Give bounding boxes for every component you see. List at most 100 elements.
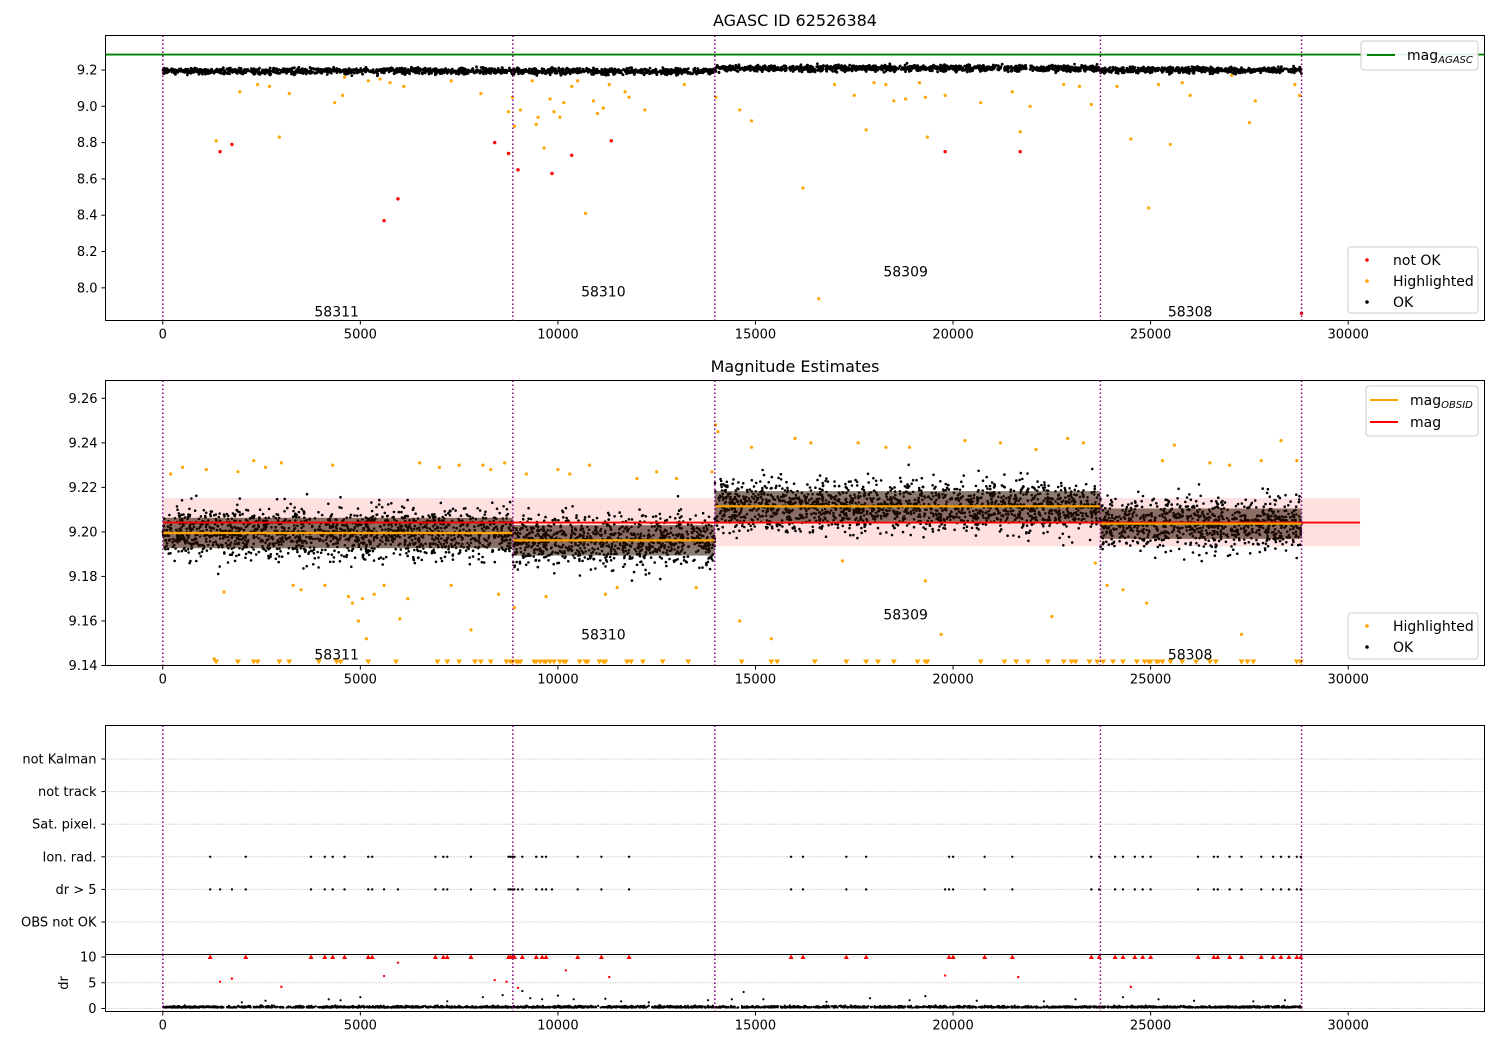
ok-point (663, 72, 667, 76)
ok-point (231, 551, 235, 554)
ok-point (858, 64, 861, 68)
ok-point (468, 556, 471, 559)
ok-point (604, 565, 607, 568)
obsid-label: 58308 (1168, 304, 1213, 320)
x-tick-label: 5000 (344, 328, 377, 343)
ok-point (495, 507, 499, 511)
ok-point (316, 550, 319, 554)
ok-point (493, 560, 497, 564)
ok-point (377, 557, 381, 560)
ok-point (758, 65, 762, 69)
ok-point (218, 512, 221, 515)
ok-point (327, 552, 330, 556)
ok-point (201, 72, 204, 76)
x-tick-label: 0 (159, 328, 167, 343)
ok-point (997, 65, 1000, 69)
ok-point (624, 70, 628, 73)
ok-point (541, 69, 545, 73)
highlighted-point (570, 84, 574, 88)
ok-point (645, 68, 649, 72)
ok-point (483, 513, 487, 516)
ok-point (252, 548, 256, 551)
ok-point (312, 552, 316, 555)
ok-point (432, 67, 436, 71)
ok-point (513, 69, 517, 73)
ok-point (355, 514, 359, 518)
ok-point (846, 68, 849, 72)
ok-point (233, 559, 237, 563)
ok-point (613, 67, 617, 71)
ok-point (638, 71, 642, 74)
ok-point (1187, 72, 1191, 75)
ok-point (1031, 69, 1035, 72)
ok-point (935, 65, 939, 68)
ok-point (547, 68, 551, 71)
ok-point (222, 72, 226, 76)
ok-point (242, 68, 246, 72)
ok-point (958, 64, 961, 68)
ok-point (1133, 66, 1137, 69)
ok-point (1038, 66, 1042, 70)
highlighted-point (627, 95, 631, 99)
ok-point (462, 507, 466, 510)
ok-point (433, 551, 436, 554)
ok-point (204, 511, 208, 515)
ok-point (319, 551, 323, 555)
ok-point (300, 507, 304, 511)
ok-point (504, 549, 507, 553)
ok-point (1212, 68, 1216, 72)
ok-point (397, 510, 401, 514)
ok-point (421, 72, 424, 76)
ok-point (735, 69, 739, 73)
ok-point (574, 70, 578, 74)
ok-point (481, 67, 485, 71)
ok-point (390, 502, 393, 505)
highlighted-point (342, 75, 347, 79)
highlighted-point (1018, 130, 1022, 134)
not-ok-point (506, 151, 511, 156)
ok-point (238, 497, 242, 500)
ok-point (894, 69, 897, 72)
ok-point (214, 513, 218, 516)
ok-point (994, 64, 998, 67)
ok-point (1048, 66, 1052, 70)
ok-point (1055, 67, 1058, 71)
ok-point (580, 70, 583, 74)
ok-point (328, 70, 331, 74)
ok-point (575, 67, 579, 70)
ok-point (521, 517, 525, 521)
ok-point (177, 550, 180, 553)
ok-point (675, 70, 678, 74)
ok-point (356, 69, 359, 73)
ok-point (1023, 66, 1027, 70)
ok-point (447, 68, 451, 72)
ok-point (359, 548, 363, 551)
y-tick-label: 8.8 (77, 136, 98, 151)
ok-point (420, 558, 424, 562)
ok-point (362, 68, 366, 72)
highlighted-point (548, 97, 552, 101)
ok-point (315, 67, 319, 71)
ok-point (1107, 69, 1111, 73)
ok-point (430, 513, 434, 516)
ok-point (671, 71, 674, 75)
ok-point (353, 556, 357, 559)
highlighted-point (530, 79, 534, 83)
ok-point (1271, 70, 1275, 74)
ok-point (836, 66, 839, 69)
ok-point (275, 497, 279, 501)
ok-point (1165, 67, 1169, 71)
ok-point (491, 550, 494, 554)
ok-point (1136, 66, 1140, 70)
ok-point (1134, 69, 1138, 73)
ok-point (904, 70, 907, 73)
ok-point (755, 69, 759, 73)
ok-point (199, 555, 203, 558)
ok-point (1044, 69, 1048, 73)
ok-point (606, 69, 610, 73)
ok-point (1292, 71, 1296, 75)
ok-point (625, 66, 629, 70)
ok-point (653, 70, 657, 74)
highlighted-point (817, 297, 821, 301)
ok-point (1160, 66, 1164, 69)
